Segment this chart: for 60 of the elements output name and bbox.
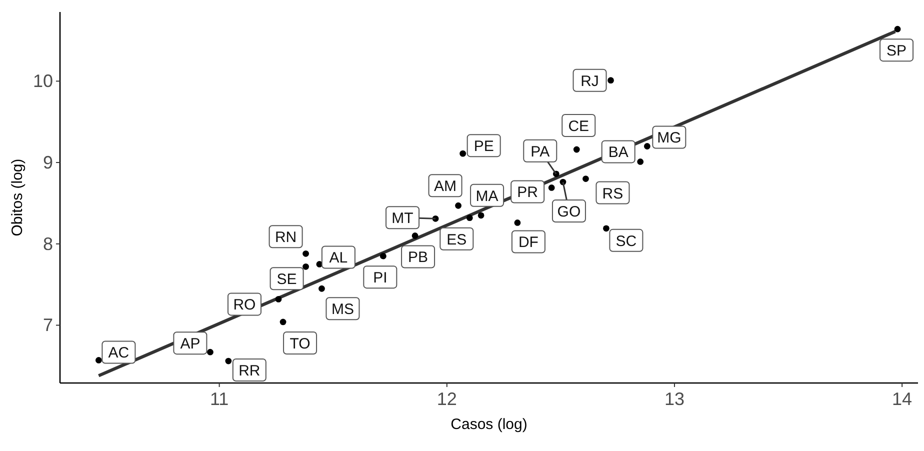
point xyxy=(466,214,473,222)
x-axis-title: Casos (log) xyxy=(450,416,528,433)
point xyxy=(548,184,555,191)
annotation: RR xyxy=(238,362,260,380)
y-tick-label: 9 xyxy=(42,152,53,173)
annotation: PE xyxy=(474,138,494,156)
point xyxy=(644,143,650,150)
x-tick-label: 14 xyxy=(892,389,912,409)
annotation: BA xyxy=(608,144,628,162)
annotation: PB xyxy=(408,249,428,266)
annotation: SE xyxy=(276,271,297,288)
x-tick-label: 11 xyxy=(210,389,229,409)
point xyxy=(275,296,282,302)
point xyxy=(225,358,232,364)
annotation: AC xyxy=(108,344,130,362)
point xyxy=(412,232,418,239)
point xyxy=(514,220,521,226)
point xyxy=(380,252,386,260)
point xyxy=(302,263,309,270)
annotation: SP xyxy=(886,42,907,60)
point xyxy=(582,176,589,182)
point xyxy=(637,158,644,165)
annotation: RJ xyxy=(580,72,599,90)
point xyxy=(894,26,901,32)
point xyxy=(318,285,325,292)
point xyxy=(207,348,214,356)
point xyxy=(460,150,466,157)
annotation: AM xyxy=(434,178,457,196)
annotation: RS xyxy=(602,185,624,202)
annotation: MT xyxy=(392,210,414,228)
point xyxy=(280,318,286,326)
y-tick-label: 10 xyxy=(32,71,53,92)
annotation: PR xyxy=(517,184,538,202)
annotation: AL xyxy=(329,250,348,267)
point xyxy=(608,77,614,84)
annotation: DF xyxy=(518,234,538,252)
annotation: MG xyxy=(657,130,682,147)
point xyxy=(95,357,102,364)
annotation: PA xyxy=(530,143,550,160)
y-tick-label: 8 xyxy=(42,234,53,254)
point xyxy=(478,212,484,219)
y-tick-label: 7 xyxy=(42,315,53,336)
annotation: CE xyxy=(568,118,590,135)
annotation: GO xyxy=(557,204,581,221)
annotation: TO xyxy=(290,335,310,352)
annotation: AP xyxy=(180,336,200,353)
point xyxy=(603,225,610,232)
point xyxy=(573,146,580,153)
y-axis-title: Obitos (log) xyxy=(9,158,26,236)
annotation: SC xyxy=(616,232,637,250)
annotation: PI xyxy=(373,270,388,287)
annotation: MA xyxy=(476,188,498,205)
x-tick-label: 13 xyxy=(664,389,684,409)
point xyxy=(302,250,309,257)
annotation: RO xyxy=(233,296,256,314)
annotation: ES xyxy=(446,231,467,248)
annotation: MS xyxy=(331,301,354,318)
annotation: RN xyxy=(274,229,297,246)
point xyxy=(455,202,462,209)
x-tick-label: 12 xyxy=(436,389,457,409)
